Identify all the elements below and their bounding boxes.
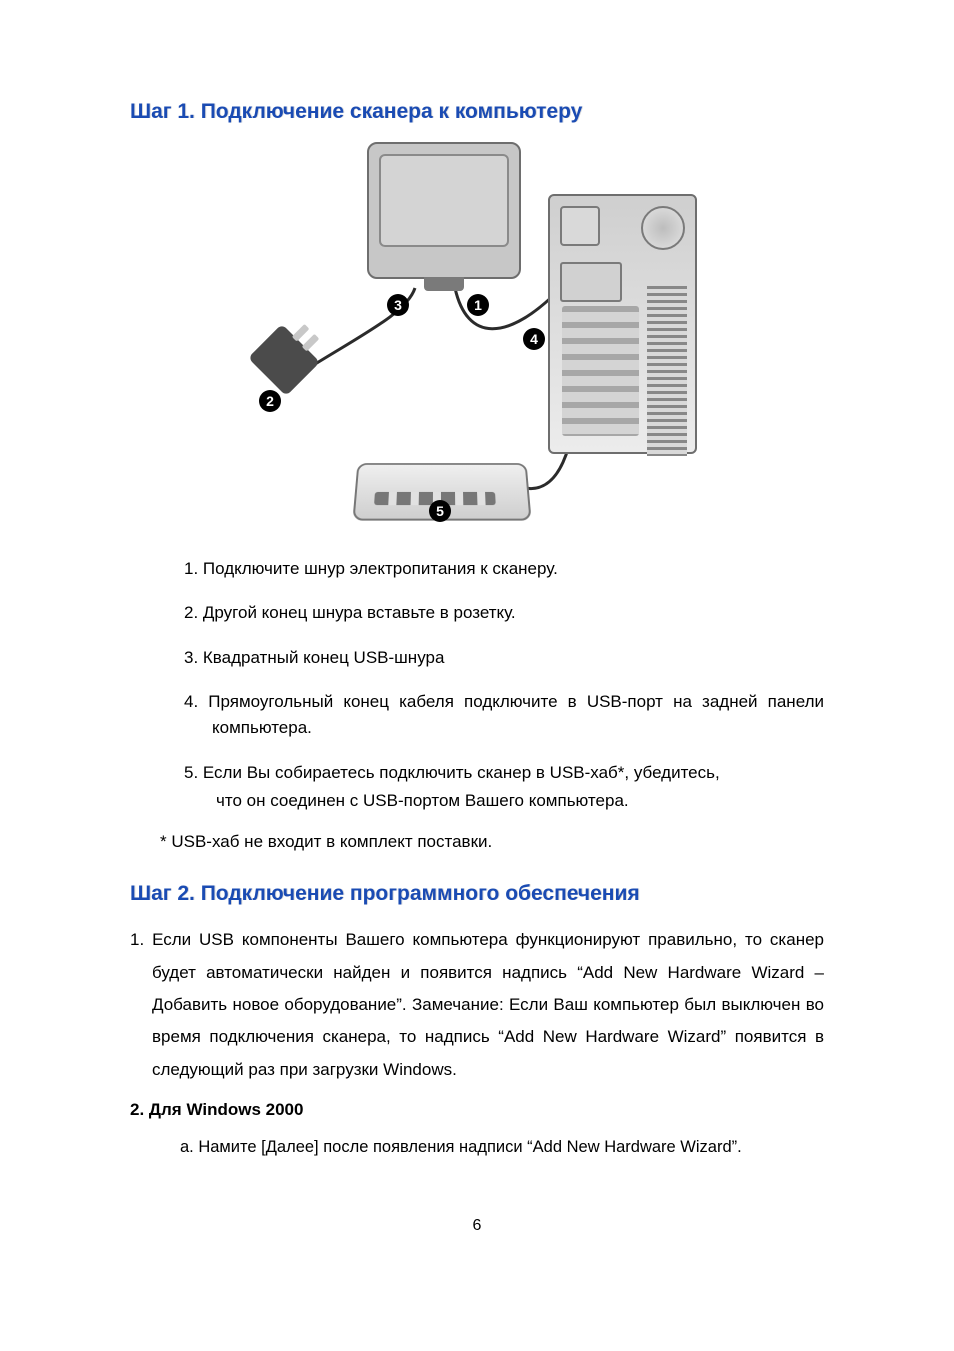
windows2000-subheading: 2. Для Windows 2000	[130, 1100, 824, 1120]
scanner-device	[367, 142, 521, 279]
tower-vent-grille	[647, 286, 687, 456]
usb-hub-footnote: * USB-хаб не входит в комплект поставки.	[130, 832, 824, 852]
step2-heading: Шаг 2. Подключение программного обеспече…	[130, 882, 824, 906]
tower-io-ports	[560, 206, 600, 246]
step1-item-2-text: 2. Другой конец шнура вставьте в розетку…	[184, 600, 824, 626]
step1-item-5-text-b: что он соединен с USB-портом Вашего комп…	[184, 788, 824, 814]
step1-item-4: 4. Прямоугольный конец кабеля подключите…	[184, 689, 824, 742]
windows2000-steps: a. Намите [Далее] после появления надпис…	[130, 1138, 824, 1157]
step1-item-3-text: 3. Квадратный конец USB-шнура	[184, 645, 824, 671]
step2-item-1: 1. Если USB компоненты Вашего компьютера…	[130, 924, 824, 1085]
diagram-label-5: 5	[429, 500, 451, 522]
step1-item-1-text: 1. Подключите шнур электропитания к скан…	[184, 556, 824, 582]
step1-item-1: 1. Подключите шнур электропитания к скан…	[184, 556, 824, 582]
step1-item-5: 5. Если Вы собираетесь подключить сканер…	[184, 760, 824, 815]
step1-item-3: 3. Квадратный конец USB-шнура	[184, 645, 824, 671]
diagram-label-1: 1	[467, 294, 489, 316]
tower-fan	[641, 206, 685, 250]
step1-item-5-text-a: 5. Если Вы собираетесь подключить сканер…	[184, 760, 824, 786]
tower-usb-panel	[560, 262, 622, 302]
diagram-label-4: 4	[523, 328, 545, 350]
computer-tower	[548, 194, 697, 454]
diagram-canvas: 1 2 3 4 5	[257, 142, 697, 522]
document-page: Шаг 1. Подключение сканера к компьютеру	[0, 0, 954, 1295]
step1-instruction-list: 1. Подключите шнур электропитания к скан…	[130, 556, 824, 814]
step1-item-2: 2. Другой конец шнура вставьте в розетку…	[184, 600, 824, 626]
diagram-label-2: 2	[259, 390, 281, 412]
step2-paragraph-block: 1. Если USB компоненты Вашего компьютера…	[130, 924, 824, 1085]
diagram-label-3: 3	[387, 294, 409, 316]
tower-expansion-slots	[562, 306, 639, 436]
step1-heading: Шаг 1. Подключение сканера к компьютеру	[130, 100, 824, 124]
step1-item-4-text: 4. Прямоугольный конец кабеля подключите…	[184, 689, 824, 742]
page-number: 6	[130, 1217, 824, 1235]
windows2000-step-a: a. Намите [Далее] после появления надпис…	[180, 1138, 824, 1157]
connection-diagram: 1 2 3 4 5	[130, 142, 824, 522]
